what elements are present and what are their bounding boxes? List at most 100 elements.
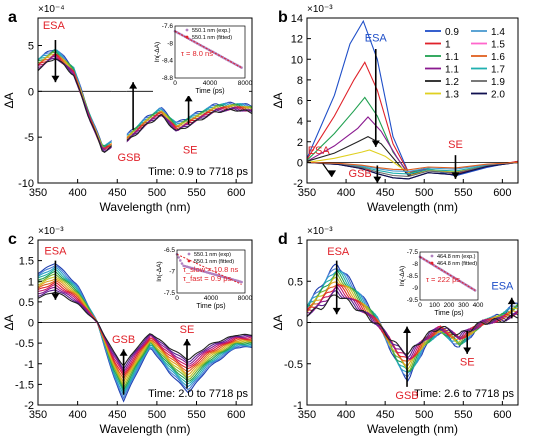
y-axis-label: ΔA	[271, 314, 285, 330]
inset-y-label: ln(-ΔA)	[399, 266, 406, 286]
arrow-se-head	[463, 347, 472, 354]
x-axis-label: Wavelength (nm)	[100, 422, 191, 436]
y-tick-label: 0	[297, 318, 303, 330]
series-line	[37, 58, 253, 153]
inset-point	[179, 259, 182, 262]
series-line	[306, 290, 519, 359]
y-tick-label: 12	[291, 34, 303, 46]
x-axis-label: Wavelength (nm)	[367, 200, 458, 214]
legend-label: 1.1	[445, 52, 459, 63]
legend-label: 1.5	[491, 40, 505, 51]
inset-background	[153, 22, 249, 96]
inset-x-tick-label: 4000	[204, 295, 219, 302]
inset-tau-label: τ_fast = 0.9 ps	[183, 274, 231, 283]
series-1	[306, 61, 519, 175]
inset-point	[177, 256, 180, 259]
series-line	[37, 278, 253, 384]
series-line	[306, 284, 519, 361]
axis-scale-label: ×10⁻³	[307, 4, 333, 15]
inset-y-tick-label: -8.4	[162, 58, 174, 65]
legend-label: 1.7	[491, 65, 505, 76]
inset-y-tick-label: -8	[412, 261, 418, 268]
series-line	[37, 283, 253, 375]
inset-legend-marker	[187, 252, 191, 256]
y-tick-label: -0.5	[284, 359, 303, 371]
x-tick-label: 500	[415, 187, 433, 199]
x-tick-label: 350	[29, 409, 47, 421]
inset-x-label: Time (ps)	[434, 310, 463, 317]
x-tick-label: 350	[298, 187, 316, 199]
annotation-se: SE	[448, 139, 463, 151]
series-line	[37, 286, 253, 373]
arrow-esa-2-head	[507, 297, 516, 305]
x-axis-label: Wavelength (nm)	[100, 200, 191, 214]
x-tick-label: 550	[187, 187, 205, 199]
inset-x-tick-label: 0	[173, 80, 177, 87]
inset-tau-label: τ = 8.0 ns	[181, 49, 213, 58]
arrow-se-head	[184, 95, 193, 102]
inset-fit-line	[176, 253, 242, 285]
legend-label: 1	[445, 40, 451, 51]
x-tick-label: 550	[454, 187, 472, 199]
inset-legend-marker	[430, 261, 434, 265]
inset-x-tick-label: 4000	[203, 80, 218, 87]
inset-x-label: Time (ps)	[195, 88, 224, 95]
inset-legend-marker	[185, 28, 189, 32]
series-line	[37, 291, 253, 368]
inset-point	[240, 280, 243, 284]
x-tick-label: 400	[337, 187, 355, 199]
panel-b: b ×10⁻³ 350 400 450 500 550 600 -2 0 2 4 6 8 10 12 14 Wav…	[271, 4, 519, 214]
x-tick-label: 600	[227, 409, 245, 421]
inset-y-tick-label: -7.6	[162, 23, 174, 30]
x-axis-label: Wavelength (nm)	[367, 422, 458, 436]
series-line	[37, 289, 253, 371]
annotation-gsb: GSB	[112, 334, 135, 346]
series-extra	[306, 161, 519, 171]
axis-scale-label: ×10⁻³	[307, 226, 333, 237]
y-axis-label: ΔA	[2, 92, 16, 108]
y-tick-label: 14	[291, 13, 303, 25]
inset-fit-line	[419, 256, 476, 291]
x-tick-label: 600	[227, 187, 245, 199]
inset: 0 4000 8000 -7.6 -8 -8.4 -8.8 Time (ps) ln(-ΔA) 5…	[153, 22, 253, 96]
inset-x-tick-label: 0	[175, 295, 179, 302]
x-tick-label: 350	[29, 187, 47, 199]
y-tick-label: -1	[24, 359, 34, 371]
arrow-gsb-head	[119, 349, 128, 356]
y-tick-label: 8	[297, 75, 303, 87]
annotation-gsb: GSB	[395, 390, 418, 402]
annotation-esa-2: ESA	[491, 281, 514, 293]
inset-frame	[176, 249, 246, 294]
inset-y-tick-label: -7.5	[164, 290, 176, 297]
series-line	[37, 268, 253, 394]
y-tick-label: -10	[18, 178, 34, 190]
inset-frame	[419, 251, 479, 301]
y-tick-label: 1	[28, 276, 34, 288]
y-tick-label: -1	[293, 400, 303, 412]
inset: 0 4000 8000 -6.5 -7 -7.5 Time (ps) ln(-ΔA) 550.1…	[155, 246, 253, 311]
x-tick-label: 500	[148, 409, 166, 421]
inset-legend-label: 550.1 nm (exp.)	[192, 28, 231, 34]
x-tick-label: 450	[376, 187, 394, 199]
y-tick-label: 0.5	[288, 276, 303, 288]
y-tick-label: 2	[28, 235, 34, 247]
inset-x-tick-label: 300	[458, 302, 469, 309]
series-line	[306, 294, 519, 355]
inset-y-tick-label: -6.5	[164, 247, 176, 254]
x-tick-label: 550	[454, 409, 472, 421]
y-tick-label: 1	[297, 235, 303, 247]
y-tick-label: -5	[24, 132, 34, 144]
series-line	[37, 273, 253, 390]
y-tick-label: 5	[28, 41, 34, 53]
panel-a: a ×10⁻⁴ 350 400 450 500 550 600 -10 -5 0 5 Wavelengt…	[2, 4, 253, 214]
inset-point	[180, 262, 184, 265]
x-tick-label: 400	[337, 409, 355, 421]
inset: 0 100 200 300 400 -7.5 -8 -8.5 -9 -9.5 Time (ps) ln…	[398, 248, 484, 318]
inset-x-tick-label: 100	[429, 302, 440, 309]
y-axis-label: ΔA	[271, 92, 285, 108]
legend-label: 2.0	[491, 90, 505, 101]
series-line	[37, 280, 253, 380]
y-tick-label: -2	[24, 400, 34, 412]
x-tick-label: 450	[108, 187, 126, 199]
